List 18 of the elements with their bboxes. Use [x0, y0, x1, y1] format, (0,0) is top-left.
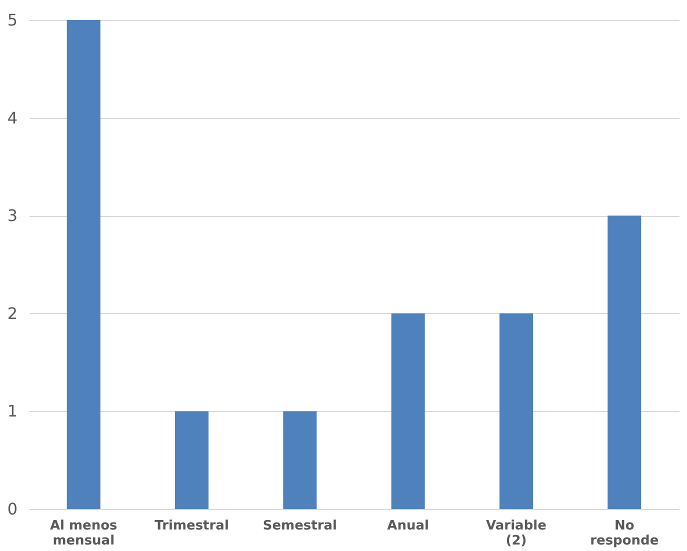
x-tick-label: Anual [387, 518, 429, 534]
x-tick-label: Variable (2) [486, 518, 547, 548]
bar [391, 313, 425, 509]
bar [66, 20, 100, 509]
x-tick-label: No responde [590, 518, 659, 548]
y-tick-label: 4 [7, 108, 18, 128]
y-tick-label: 5 [7, 10, 18, 30]
bar [499, 313, 533, 509]
bar [608, 216, 642, 509]
y-tick-label: 2 [7, 304, 18, 323]
x-tick-label: Semestral [262, 518, 337, 534]
y-tick-label: 0 [7, 500, 18, 518]
bar [175, 411, 209, 509]
x-tick-label: Al menos mensual [50, 518, 118, 548]
y-tick-label: 3 [7, 206, 18, 226]
bar [283, 411, 317, 509]
y-tick-label: 1 [7, 402, 18, 421]
x-tick-label: Trimestral [154, 518, 229, 534]
